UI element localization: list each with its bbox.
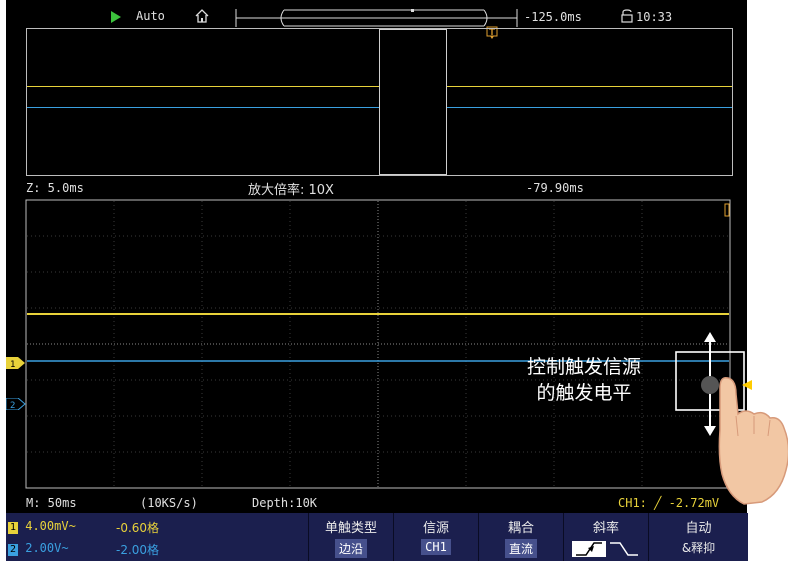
ch1-badge: 1 bbox=[8, 522, 18, 534]
lock-icon bbox=[621, 9, 633, 23]
home-icon[interactable] bbox=[194, 8, 210, 24]
menu-trigger-type[interactable]: 单触类型 边沿 bbox=[308, 513, 393, 561]
zoom-timebase: Z: 5.0ms bbox=[26, 181, 84, 195]
callout-line-1: 控制触发信源 bbox=[526, 356, 641, 378]
ch2-badge: 2 bbox=[8, 544, 18, 556]
menu-coupling-value: 直流 bbox=[504, 539, 537, 558]
menu-trigger-type-value: 边沿 bbox=[334, 539, 367, 558]
trigger-level-callout: 控制触发信源 的触发电平 bbox=[504, 354, 664, 406]
ch2-offset: -2.00格 bbox=[116, 543, 160, 557]
timebase: M: 50ms bbox=[26, 496, 77, 510]
trigger-level-control[interactable] bbox=[666, 330, 756, 440]
svg-text:2: 2 bbox=[10, 401, 15, 410]
menu-coupling-label: 耦合 bbox=[507, 521, 534, 536]
sample-rate: (10KS/s) bbox=[140, 496, 198, 510]
ch2-level-marker[interactable]: 2 bbox=[6, 398, 26, 410]
menu-source[interactable]: 信源 CH1 bbox=[393, 513, 478, 561]
menu-auto-value: &释抑 bbox=[681, 541, 716, 555]
hand-pointer-icon bbox=[718, 376, 788, 505]
menu-source-value: CH1 bbox=[421, 539, 451, 555]
trigger-position-marker[interactable] bbox=[486, 26, 498, 40]
menu-trigger-type-label: 单触类型 bbox=[324, 521, 377, 536]
memory-depth: Depth:10K bbox=[252, 496, 318, 510]
channel-info-panel: 1 4.00mV~ -0.60格 2 2.00V~ -2.00格 bbox=[6, 513, 308, 561]
menu-auto-holdoff[interactable]: 自动 &释抑 bbox=[648, 513, 748, 561]
ch1-scale: 4.00mV~ bbox=[25, 519, 76, 533]
svg-text:1: 1 bbox=[10, 360, 15, 369]
slope-selector-icon[interactable] bbox=[570, 539, 642, 559]
menu-slope[interactable]: 斜率 bbox=[563, 513, 648, 561]
ch1-info[interactable]: 1 4.00mV~ -0.60格 bbox=[8, 519, 159, 535]
memory-position-bar[interactable] bbox=[234, 8, 519, 28]
zoom-offset: -79.90ms bbox=[526, 181, 584, 195]
zoom-factor: 放大倍率: 10X bbox=[248, 183, 334, 198]
clock: 10:33 bbox=[636, 10, 673, 24]
main-waveform-window bbox=[25, 199, 731, 489]
time-offset: -125.0ms bbox=[524, 10, 582, 24]
menu-source-label: 信源 bbox=[422, 521, 449, 536]
overview-waveform-window bbox=[26, 28, 733, 176]
trigger-status: CH1: ╱ -2.72mV bbox=[618, 496, 720, 510]
zoom-window-frame[interactable] bbox=[379, 29, 447, 175]
ch2-scale: 2.00V~ bbox=[25, 541, 69, 555]
play-icon[interactable] bbox=[110, 10, 122, 24]
ch1-level-marker[interactable]: 1 bbox=[6, 357, 26, 369]
menu-coupling[interactable]: 耦合 直流 bbox=[478, 513, 563, 561]
menu-slope-label: 斜率 bbox=[592, 521, 619, 536]
callout-line-2: 的触发电平 bbox=[536, 382, 632, 404]
menu-auto-label: 自动 bbox=[685, 521, 712, 536]
ch1-offset: -0.60格 bbox=[116, 521, 160, 535]
ch2-info[interactable]: 2 2.00V~ -2.00格 bbox=[8, 541, 159, 557]
oscilloscope-screen: Auto -125.0ms 10:33 Z: 5.0ms 放大倍率: 10X -… bbox=[6, 0, 788, 561]
run-mode[interactable]: Auto bbox=[136, 9, 165, 23]
